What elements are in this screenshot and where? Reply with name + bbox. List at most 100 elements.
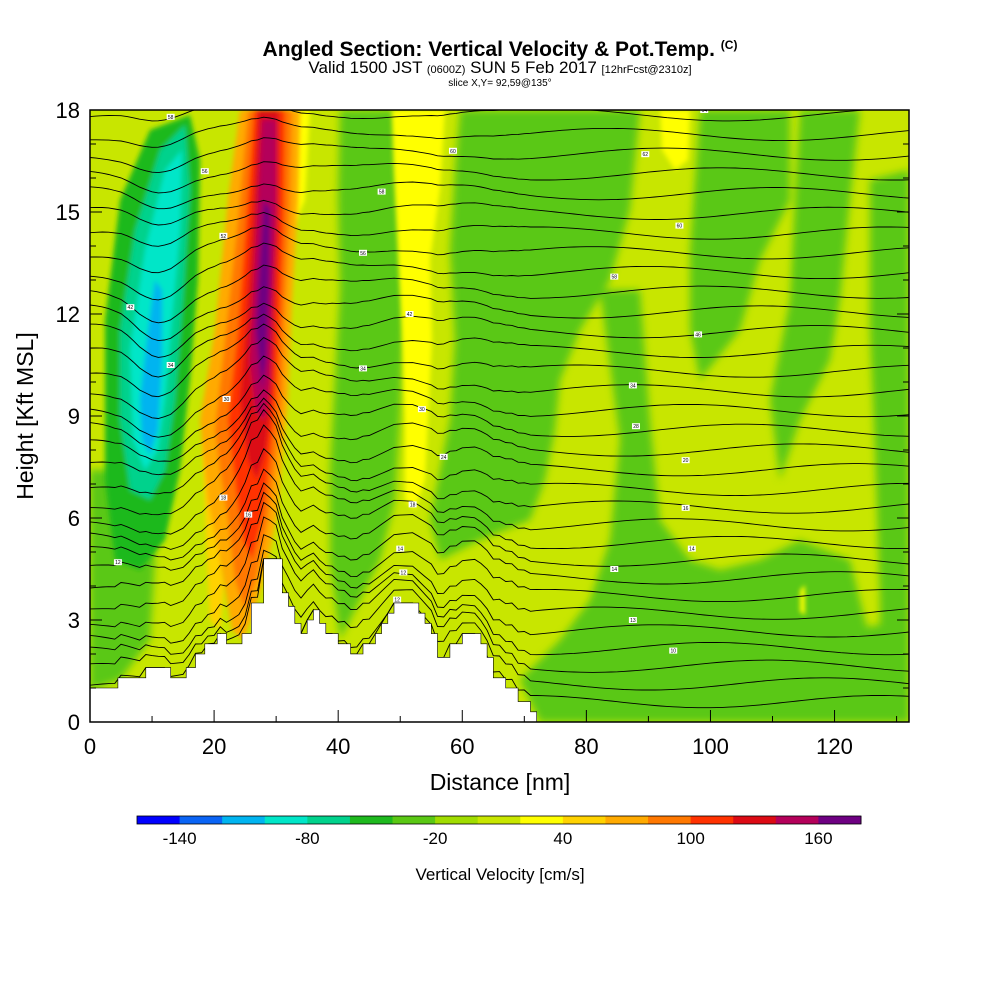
isentrope-label: 52 [221,234,227,240]
isentrope-line [90,558,909,691]
isentrope-line [90,264,909,324]
colorbar-swatch [392,816,436,824]
isentrope-label: 34 [168,363,174,369]
updraft-patch-115nm [800,585,805,615]
colorbar-swatch [435,816,479,824]
isentrope-label-bg [393,596,402,603]
isentrope-label-bg [244,511,253,518]
isentrope-line [90,397,909,477]
isentrope-label-bg [399,569,408,576]
isentrope-label-bg [610,273,619,280]
isentrope-label: 34 [630,383,636,389]
isentrope-line [90,448,909,550]
isentrope-line [90,242,909,301]
valid-time: Valid 1500 JST [308,58,423,77]
isentrope-labels: 58 56 52 42 34 30 18 16 12 60 58 56 42 34 30 24 18 14 12 12… [113,108,709,655]
y-tick-label: 6 [68,506,80,531]
isentrope-line [90,286,909,342]
isentrope-label-bg [694,331,703,338]
colorbar-swatch [733,816,777,824]
isentrope-label: 46 [695,332,701,338]
colorbar-swatch [648,816,692,824]
isentrope-line [90,468,909,567]
isentrope-label-bg [681,457,690,464]
isentrope-label: 14 [397,547,403,553]
isentrope-label: 64 [701,108,707,114]
isentrope-label: 34 [360,366,366,372]
chart-subtitle: Valid 1500 JST (0600Z) SUN 5 Feb 2017 [1… [0,59,1000,79]
isentrope-line [90,409,909,516]
isentrope-label: 56 [202,169,208,175]
x-tick-label: 60 [450,734,474,759]
valid-date: SUN 5 Feb 2017 [470,58,597,77]
isentrope-label: 14 [612,567,618,573]
isentrope-line [90,199,909,226]
downdraft-core [105,115,200,570]
colorbar-swatch [520,816,564,824]
isentrope-label: 13 [630,618,636,624]
isentrope-line [90,337,909,419]
x-tick-label: 120 [816,734,853,759]
isentrope-line [90,181,909,210]
isentrope-label-bg [126,304,135,311]
isentrope-label: 62 [643,152,649,158]
isentrope-label-bg [675,222,684,229]
x-tick-label: 0 [84,734,96,759]
terrain-mask [90,558,909,722]
isentrope-line [90,501,909,620]
isentrope-label-bg [641,151,650,158]
colorbar-swatch [264,816,308,824]
isentrope-line [90,424,909,535]
downdraft-blue [140,280,162,455]
isentrope-label-bg [396,545,405,552]
isentrope-label: 14 [689,547,695,553]
isentrope-line [90,389,909,462]
x-axis-label: Distance [nm] [430,769,571,795]
isentrope-label-bg [200,168,209,175]
isentrope-label-bg [669,647,678,654]
colorbar-label: Vertical Velocity [cm/s] [415,865,584,884]
isentrope-label-bg [700,110,709,113]
sinking-region-7 [790,620,909,722]
isentrope-line [90,482,909,585]
y-tick-label: 3 [68,608,80,633]
colorbar-tick-label: 160 [804,829,832,848]
isentrope-label: 42 [407,312,413,318]
isentrope-label-bg [166,113,175,120]
x-tick-label: 20 [202,734,226,759]
x-axis-ticks: 0 20 40 60 80 100 120 [84,710,898,759]
x-tick-label: 40 [326,734,350,759]
colorbar-swatch [349,816,394,824]
colorbar-swatch [562,816,606,824]
isentrope-label: 20 [683,458,689,464]
colorbar-swatch [222,816,266,824]
isentrope-line [90,116,909,148]
isentrope-label-bg [405,311,414,317]
sinking-region-3 [520,290,870,722]
isentrope-label: 12 [115,560,121,566]
isentrope-label-bg [113,559,122,566]
colorbar-swatch [775,816,819,824]
weak-sinking-regions [90,110,909,722]
isentrope-label: 12 [401,570,407,576]
isentrope-label: 18 [410,502,416,508]
isentrope-label-bg [439,453,448,460]
colorbar-frame [136,815,862,825]
y-tick-label: 0 [68,710,80,735]
isentrope-label: 58 [168,115,174,121]
isentrope-label-bg [377,188,386,195]
colorbar-ticks: -140 -80 -20 40 100 160 [163,829,833,848]
isentrope-label-bg [687,545,696,552]
isentrope-label: 28 [633,424,639,430]
colorbar-tick-label: -20 [423,829,448,848]
isentrope-label-bg [359,365,367,372]
isentrope-label: 18 [221,496,227,502]
isentrope-label-bg [628,382,637,389]
colorbar-swatch [477,816,521,824]
updraft-purple [256,200,270,390]
x-tick-label: 100 [692,734,729,759]
sinking-region-1 [430,110,640,560]
slice-label: slice X,Y= 92,59@135° [448,78,552,89]
isentropes [90,110,909,709]
